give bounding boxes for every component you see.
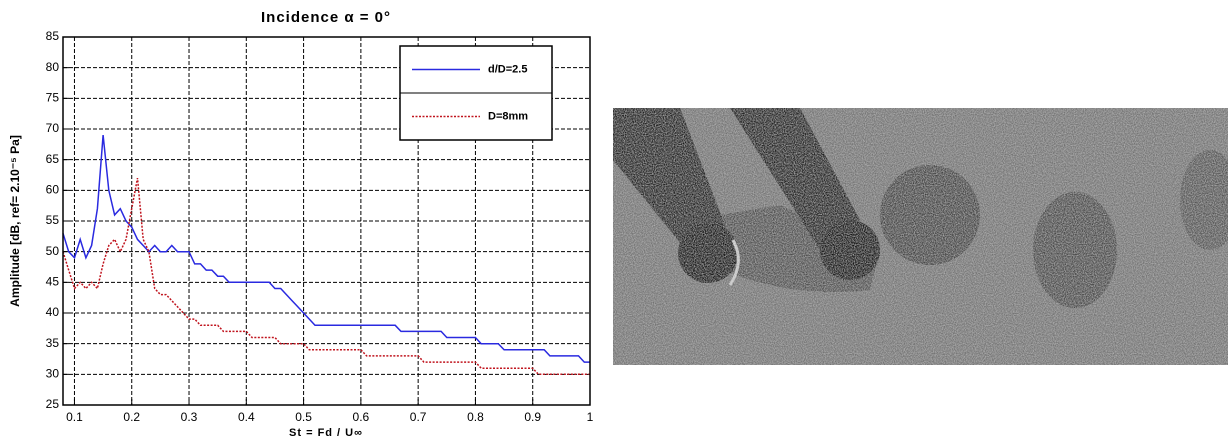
y-axis-label: Amplitude [dB, ref= 2.10⁻⁵ Pa] xyxy=(8,135,22,307)
y-tick-label: 25 xyxy=(46,397,60,411)
legend-label: d/D=2.5 xyxy=(488,63,527,75)
y-tick-label: 50 xyxy=(46,244,60,258)
data-line xyxy=(62,177,590,376)
y-tick-label: 40 xyxy=(46,305,60,319)
plot-frame xyxy=(62,36,591,406)
x-axis-label: St = Fd / U∞ xyxy=(289,427,363,439)
y-tick-label: 30 xyxy=(46,367,60,381)
y-tick-label: 55 xyxy=(46,213,60,227)
x-tick-label: 0.8 xyxy=(467,410,484,424)
x-tick-label: 1 xyxy=(587,410,594,424)
x-tick-label: 0.9 xyxy=(524,410,541,424)
x-tick-label: 0.4 xyxy=(238,410,255,424)
x-tick-label: 0.6 xyxy=(353,410,370,424)
y-tick-label: 85 xyxy=(46,29,60,43)
y-tick-label: 35 xyxy=(46,336,60,350)
x-tick-label: 0.7 xyxy=(410,410,427,424)
x-tick-label: 0.5 xyxy=(295,410,312,424)
x-tick-label: 0.2 xyxy=(123,410,140,424)
y-tick-label: 75 xyxy=(46,91,60,105)
x-tick-label: 0.3 xyxy=(181,410,198,424)
chart-title: Incidence α = 0° xyxy=(261,9,391,26)
x-tick-label: 0.1 xyxy=(66,410,83,424)
flow-photo xyxy=(613,108,1228,365)
y-tick-label: 45 xyxy=(46,275,60,289)
legend-label: D=8mm xyxy=(488,110,528,122)
y-tick-label: 80 xyxy=(46,60,60,74)
y-tick-label: 60 xyxy=(46,183,60,197)
y-tick-label: 65 xyxy=(46,152,60,166)
data-line xyxy=(62,135,590,363)
y-tick-label: 70 xyxy=(46,121,60,135)
